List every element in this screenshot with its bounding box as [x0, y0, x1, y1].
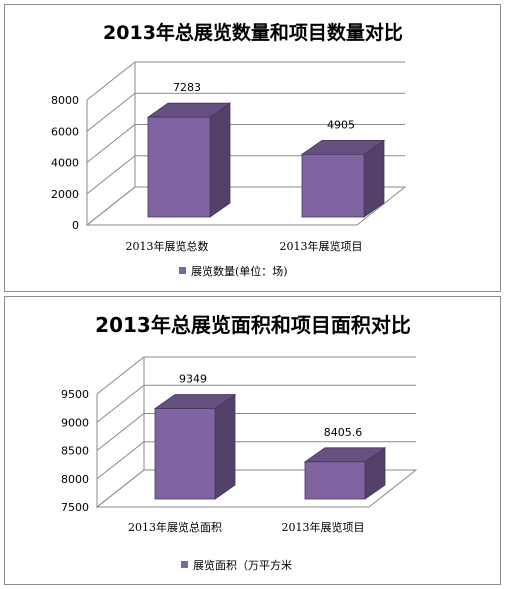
y-tick-label: 4000 — [51, 157, 79, 170]
chart-title: 2013年总展览面积和项目面积对比 — [95, 313, 411, 337]
category-label: 2013年展览总面积 — [128, 520, 222, 534]
bar-side — [209, 102, 231, 218]
legend-label: 展览面积（万平方米 — [193, 558, 292, 572]
legend-swatch — [179, 267, 186, 274]
chart-exhibition-area: 2013年总展览面积和项目面积对比 7500 8000 8500 9000 9500 93… — [61, 313, 418, 572]
data-label: 7283 — [173, 81, 201, 94]
y-tick-label: 9000 — [61, 416, 89, 429]
category-label: 2013年展览项目 — [280, 239, 363, 253]
y-tick-label: 6000 — [51, 125, 79, 138]
bar-side — [214, 393, 236, 500]
y-tick-label: 8500 — [61, 445, 89, 458]
legend: 展览面积（万平方米 — [181, 558, 292, 572]
legend: 展览数量(单位：场) — [179, 264, 288, 278]
bar — [147, 116, 211, 218]
y-tick-label: 8000 — [51, 94, 79, 107]
gridline — [96, 384, 416, 423]
y-tick-label: 7500 — [61, 501, 89, 514]
gridline — [96, 356, 416, 395]
chart-title: 2013年总展览数量和项目数量对比 — [103, 21, 403, 44]
data-label: 4905 — [327, 118, 355, 131]
category-label: 2013年展览项目 — [282, 520, 365, 534]
y-tick-label: 8000 — [61, 473, 89, 486]
y-tick-label: 2000 — [51, 188, 79, 201]
gridline — [96, 413, 416, 451]
plot-area: 0 2000 4000 6000 8000 7283 2013年展览总数 4905 2013年展… — [51, 61, 407, 253]
chart-panel-exhibition-count: 2013年总展览数量和项目数量对比 0 2000 4000 6000 8000 7283 2… — [4, 4, 501, 292]
data-label: 8405.6 — [324, 426, 363, 439]
y-tick-label: 0 — [72, 219, 79, 232]
data-label: 9349 — [179, 373, 207, 386]
bar — [301, 153, 365, 218]
category-label: 2013年展览总数 — [126, 239, 209, 253]
legend-label: 展览数量(单位：场) — [191, 264, 288, 278]
bar — [304, 461, 366, 500]
chart-exhibition-count: 2013年总展览数量和项目数量对比 0 2000 4000 6000 8000 7283 2… — [51, 21, 407, 278]
plot-area: 7500 8000 8500 9000 9500 9349 2013年展览总面积 8405.6… — [61, 356, 418, 534]
chart-panel-exhibition-area: 2013年总展览面积和项目面积对比 7500 8000 8500 9000 9500 93… — [4, 296, 501, 585]
y-tick-label: 9500 — [61, 388, 89, 401]
bar — [154, 408, 216, 500]
legend-swatch — [181, 561, 188, 568]
